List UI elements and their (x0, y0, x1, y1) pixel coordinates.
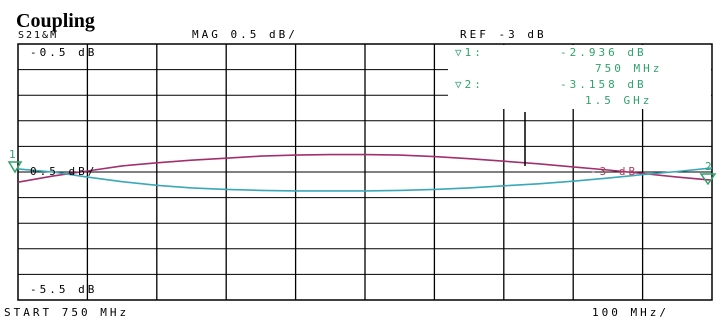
marker1-frequency: 750 MHz (595, 62, 662, 75)
measurement-label: S21&M (18, 30, 58, 41)
y-middle-label: 0.5 dB/ (30, 165, 97, 178)
end-marker-icon: 2 (699, 160, 717, 186)
start-frequency-label: START 750 MHz (4, 306, 129, 319)
span-label: 100 MHz/ (592, 306, 669, 319)
marker1-label: ▽1: (455, 46, 484, 59)
reference-label: REF -3 dB (460, 28, 547, 41)
trace-layer (17, 153, 713, 192)
svg-text:2: 2 (705, 160, 715, 173)
y-bottom-label: -5.5 dB (30, 283, 97, 296)
y-top-label: -0.5 dB (30, 46, 97, 59)
trace-line-2 (17, 167, 713, 192)
marker2-value: -3.158 dB (560, 78, 647, 91)
trace-line-1 (17, 153, 713, 183)
marker2-label: ▽2: (455, 78, 484, 91)
marker-readout-box (448, 45, 711, 109)
marker1-value: -2.936 dB (560, 46, 647, 59)
scale-label: MAG 0.5 dB/ (192, 28, 298, 41)
svg-text:1: 1 (9, 148, 19, 161)
plot-grid (17, 43, 713, 301)
marker2-frequency: 1.5 GHz (585, 94, 652, 107)
chart-title: Coupling (16, 10, 95, 32)
reference-arrow-icon: 1 (7, 148, 23, 174)
y-middle-right-label: -3 dB (590, 165, 638, 178)
